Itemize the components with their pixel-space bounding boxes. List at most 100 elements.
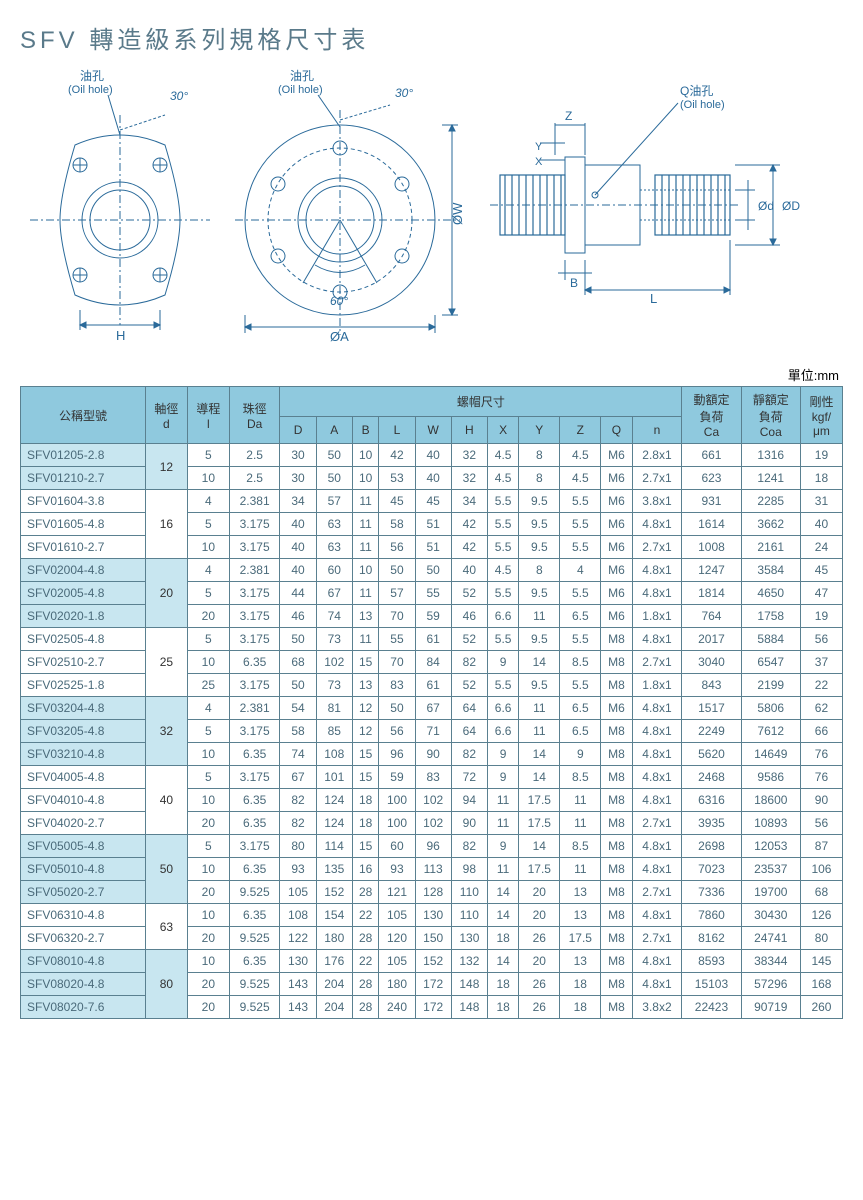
table-row: SFV04005-4.84053.17567101155983729148.5M… xyxy=(21,766,843,789)
cell-value: M6 xyxy=(601,582,632,605)
cell-value: 81 xyxy=(316,697,352,720)
cell-value: 5884 xyxy=(741,628,800,651)
cell-value: 58 xyxy=(379,513,415,536)
cell-value: 20 xyxy=(187,605,229,628)
cell-value: 76 xyxy=(800,766,842,789)
cell-value: 38344 xyxy=(741,950,800,973)
cell-model: SFV06320-2.7 xyxy=(21,927,146,950)
cell-value: 18 xyxy=(560,996,601,1019)
cell-model: SFV03204-4.8 xyxy=(21,697,146,720)
cell-value: M6 xyxy=(601,536,632,559)
svg-text:Ød: Ød xyxy=(758,199,774,213)
cell-value: 9.5 xyxy=(519,490,560,513)
cell-value: 2199 xyxy=(741,674,800,697)
cell-value: 17.5 xyxy=(519,858,560,881)
cell-value: 9.525 xyxy=(229,881,280,904)
cell-value: 145 xyxy=(800,950,842,973)
cell-value: 9.525 xyxy=(229,996,280,1019)
cell-value: 2.7x1 xyxy=(632,651,682,674)
cell-value: 2.5 xyxy=(229,444,280,467)
cell-value: 15 xyxy=(352,835,379,858)
cell-value: 124 xyxy=(316,789,352,812)
cell-value: 7612 xyxy=(741,720,800,743)
cell-value: M8 xyxy=(601,973,632,996)
cell-value: 9.5 xyxy=(519,536,560,559)
cell-value: 10 xyxy=(352,444,379,467)
cell-value: 4 xyxy=(187,559,229,582)
svg-text:Z: Z xyxy=(565,109,572,123)
cell-model: SFV01604-3.8 xyxy=(21,490,146,513)
cell-value: 55 xyxy=(379,628,415,651)
cell-value: 11 xyxy=(352,628,379,651)
cell-value: 2468 xyxy=(682,766,741,789)
cell-model: SFV04005-4.8 xyxy=(21,766,146,789)
cell-value: 2.7x1 xyxy=(632,812,682,835)
cell-value: 11 xyxy=(560,789,601,812)
cell-value: 8.5 xyxy=(560,766,601,789)
cell-value: 84 xyxy=(415,651,451,674)
cell-value: 130 xyxy=(415,904,451,927)
cell-value: 13 xyxy=(560,881,601,904)
cell-value: 12 xyxy=(352,697,379,720)
cell-value: 64 xyxy=(451,720,487,743)
cell-value: 5.5 xyxy=(560,490,601,513)
cell-value: 4.5 xyxy=(560,444,601,467)
cell-value: 1316 xyxy=(741,444,800,467)
cell-value: 18 xyxy=(487,973,518,996)
cell-value: 61 xyxy=(415,674,451,697)
cell-value: 46 xyxy=(451,605,487,628)
table-row: SFV03210-4.8106.3574108159690829149M84.8… xyxy=(21,743,843,766)
cell-value: 20 xyxy=(187,881,229,904)
svg-text:B: B xyxy=(570,276,578,290)
svg-text:(Oil hole): (Oil hole) xyxy=(680,99,725,111)
cell-value: 67 xyxy=(280,766,316,789)
cell-value: 56 xyxy=(800,812,842,835)
cell-value: 1614 xyxy=(682,513,741,536)
table-row: SFV01604-3.81642.3813457114545345.59.55.… xyxy=(21,490,843,513)
th-lead: 導程l xyxy=(187,387,229,444)
th-W: W xyxy=(415,417,451,444)
cell-value: 32 xyxy=(451,444,487,467)
table-header: 公稱型號 軸徑d 導程l 珠徑Da 螺帽尺寸 動額定負荷Ca 靜額定負荷Coa … xyxy=(21,387,843,444)
cell-value: 82 xyxy=(451,743,487,766)
cell-value: 26 xyxy=(519,927,560,950)
cell-value: 10 xyxy=(187,467,229,490)
cell-value: 22423 xyxy=(682,996,741,1019)
cell-value: 76 xyxy=(800,743,842,766)
th-B: B xyxy=(352,417,379,444)
svg-text:Q油孔: Q油孔 xyxy=(680,84,713,98)
cell-value: M8 xyxy=(601,927,632,950)
cell-value: 8162 xyxy=(682,927,741,950)
cell-value: 74 xyxy=(280,743,316,766)
cell-value: 5.5 xyxy=(560,674,601,697)
cell-value: 42 xyxy=(379,444,415,467)
cell-value: 18 xyxy=(487,996,518,1019)
cell-value: 28 xyxy=(352,973,379,996)
cell-value: 5.5 xyxy=(487,536,518,559)
cell-value: 3040 xyxy=(682,651,741,674)
cell-value: 2698 xyxy=(682,835,741,858)
cell-value: 11 xyxy=(352,536,379,559)
cell-value: 40 xyxy=(280,559,316,582)
cell-value: 22 xyxy=(352,904,379,927)
table-row: SFV08020-4.8209.525143204281801721481826… xyxy=(21,973,843,996)
cell-value: 2285 xyxy=(741,490,800,513)
cell-value: M8 xyxy=(601,674,632,697)
cell-value: 110 xyxy=(451,904,487,927)
cell-value: 1247 xyxy=(682,559,741,582)
cell-value: 172 xyxy=(415,996,451,1019)
cell-value: 87 xyxy=(800,835,842,858)
cell-value: 18600 xyxy=(741,789,800,812)
cell-value: 6547 xyxy=(741,651,800,674)
cell-value: 8.5 xyxy=(560,835,601,858)
cell-value: 9.5 xyxy=(519,513,560,536)
cell-value: 110 xyxy=(451,881,487,904)
cell-value: 5.5 xyxy=(560,582,601,605)
cell-value: 59 xyxy=(415,605,451,628)
cell-value: M6 xyxy=(601,490,632,513)
cell-model: SFV08010-4.8 xyxy=(21,950,146,973)
cell-value: 4.8x1 xyxy=(632,628,682,651)
cell-value: 50 xyxy=(379,697,415,720)
cell-value: M6 xyxy=(601,444,632,467)
cell-value: 16 xyxy=(352,858,379,881)
